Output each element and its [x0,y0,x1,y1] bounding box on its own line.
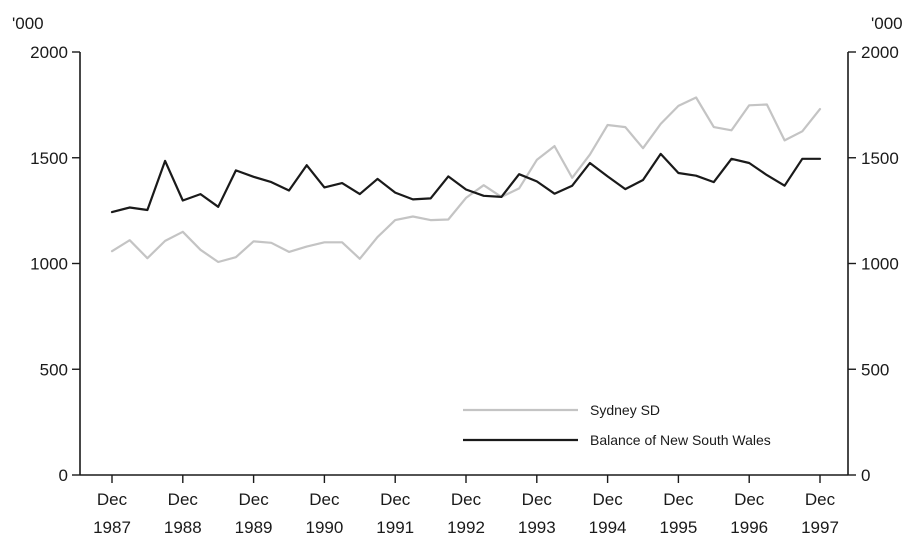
x-tick-label-year: 1994 [589,518,627,537]
x-tick-label-year: 1993 [518,518,556,537]
x-tick-label-year: 1991 [376,518,414,537]
right-y-tick-label: 1000 [861,255,899,274]
right-y-tick-label: 1500 [861,149,899,168]
legend-label-sydney-sd: Sydney SD [590,402,660,418]
x-tick-label-month: Dec [663,490,694,509]
x-tick-label-month: Dec [168,490,199,509]
right-y-axis-unit-label: '000 [871,14,903,33]
x-tick-label-month: Dec [451,490,482,509]
x-tick-label-year: 1995 [659,518,697,537]
left-y-tick-label: 0 [59,466,68,485]
x-tick-label-year: 1990 [305,518,343,537]
left-y-tick-label: 1500 [30,149,68,168]
x-tick-label-month: Dec [380,490,411,509]
y-axis-ticks: 0 0 500 500 1000 1000 1500 1500 2000 2000 [30,43,899,485]
x-tick-label-month: Dec [309,490,340,509]
x-tick-label-month: Dec [97,490,128,509]
x-tick-label-month: Dec [238,490,269,509]
legend: Sydney SD Balance of New South Wales [463,402,771,448]
series-line-balance-of-new-south-wales [110,152,822,214]
x-tick-label-year: 1996 [730,518,768,537]
x-tick-label-year: 1989 [235,518,273,537]
left-y-tick-label: 1000 [30,255,68,274]
left-y-axis-unit-label: '000 [12,14,44,33]
right-y-tick-label: 500 [861,360,889,379]
left-y-tick-label: 500 [40,360,68,379]
x-tick-label-month: Dec [805,490,836,509]
legend-label-balance-of-nsw: Balance of New South Wales [590,432,771,448]
x-tick-label-year: 1997 [801,518,839,537]
right-y-tick-label: 0 [861,466,870,485]
x-tick-label-month: Dec [522,490,553,509]
right-y-tick-label: 2000 [861,43,899,62]
series-lines [110,96,822,264]
x-tick-label-year: 1992 [447,518,485,537]
left-y-tick-label: 2000 [30,43,68,62]
x-tick-label-year: 1988 [164,518,202,537]
x-axis-ticks: Dec 1987 Dec 1988 Dec 1989 Dec 1990 Dec 1991 Dec 19… [93,475,839,537]
x-tick-label-year: 1987 [93,518,131,537]
x-tick-label-month: Dec [592,490,623,509]
x-tick-label-month: Dec [734,490,765,509]
series-line-sydney-sd [110,96,822,264]
